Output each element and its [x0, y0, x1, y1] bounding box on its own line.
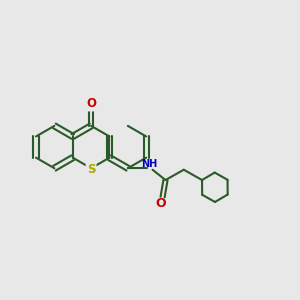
Text: S: S: [87, 163, 95, 176]
Text: NH: NH: [141, 158, 158, 169]
Text: O: O: [155, 197, 166, 210]
Text: O: O: [86, 97, 96, 110]
